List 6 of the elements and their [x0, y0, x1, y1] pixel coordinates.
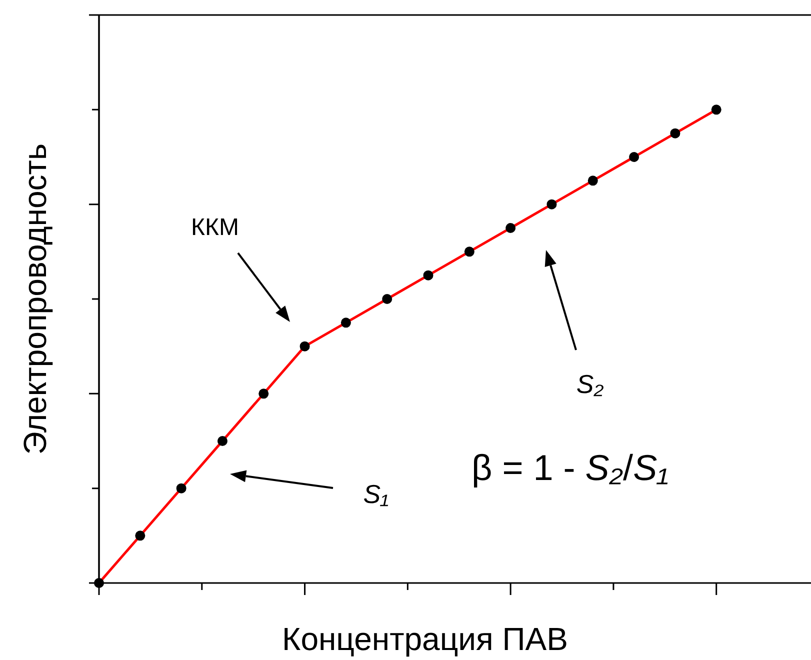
- annotation: S₂: [576, 369, 604, 399]
- x-axis-title: Концентрация ПАВ: [282, 621, 568, 657]
- annotation: S₁: [363, 479, 389, 509]
- annotation: β = 1 - S₂/S₁: [472, 447, 668, 488]
- y-axis-title: Электропроводность: [17, 143, 53, 455]
- annotation: ККМ: [191, 214, 239, 241]
